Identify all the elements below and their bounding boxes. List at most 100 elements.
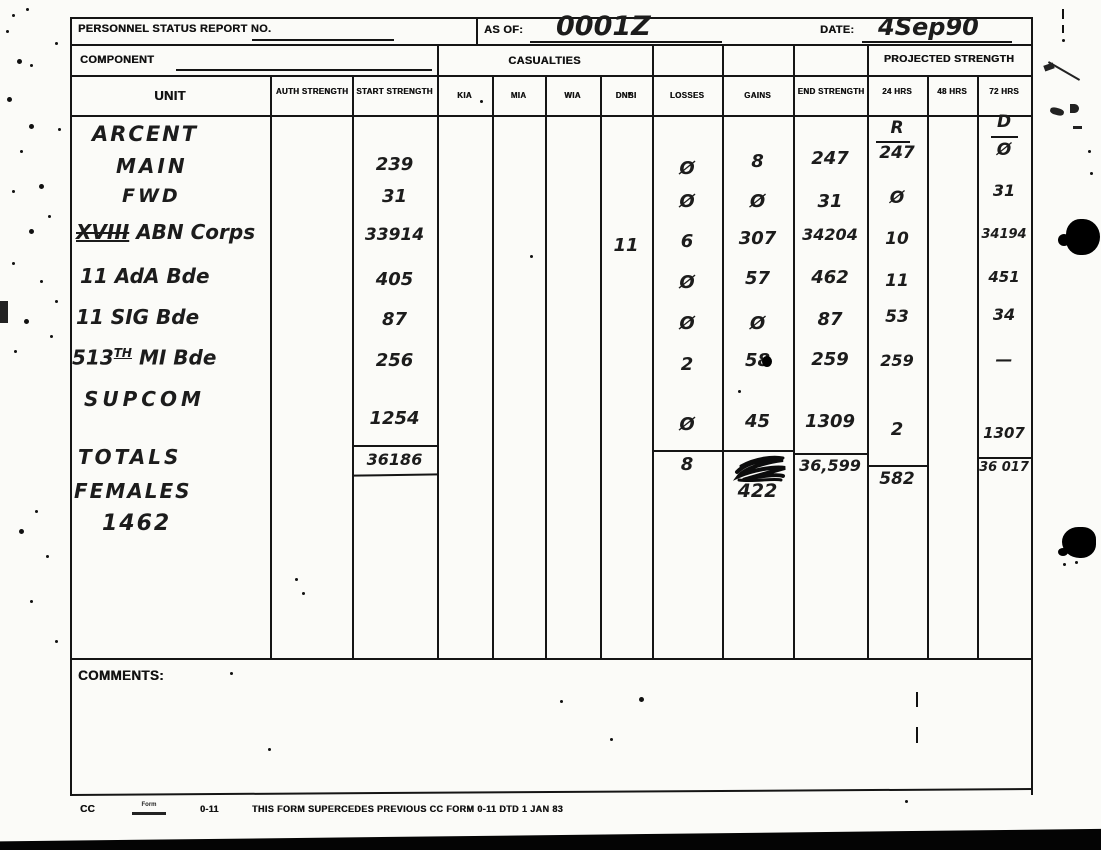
row-fwd-unit: FWD	[122, 185, 181, 207]
start-supcom: 1254	[369, 408, 420, 429]
start-abn: 33914	[364, 225, 425, 245]
row-supcom-unit: SUPCOM	[84, 387, 205, 411]
dnbi-abn: 11	[613, 235, 639, 256]
gains-mi: 58	[744, 350, 771, 371]
start-ada: 405	[375, 269, 414, 290]
row-abn-corps-unit: XVIII ABN Corps	[76, 220, 256, 244]
col-24-hrs: 24 HRS	[882, 87, 912, 96]
row-ada-bde-unit: 11 AdA Bde	[80, 264, 210, 288]
report-no-blank-line	[252, 39, 394, 41]
gains-abn: 307	[738, 228, 777, 249]
date-blank-line	[862, 41, 1012, 43]
losses-abn: 6	[680, 231, 694, 252]
losses-sig: Ø	[679, 313, 695, 334]
col-gains: GAINS	[744, 91, 771, 100]
end-main: 247	[811, 148, 849, 169]
h24-abn: 10	[885, 229, 909, 249]
start-mi: 256	[375, 350, 414, 371]
losses-totals: 8	[680, 454, 694, 475]
as-of-value: 0001Z	[556, 11, 651, 42]
h72-main: Ø	[996, 140, 1012, 160]
h24-supcom: 2	[890, 419, 904, 440]
females-count: 1462	[102, 511, 172, 536]
h72-ada: 451	[988, 268, 1020, 286]
left-edge-tab	[0, 301, 8, 323]
h24-totals: 582	[879, 469, 915, 489]
mi-bde-ordinal: TH	[113, 346, 132, 360]
end-totals: 36,599	[799, 456, 861, 475]
row-main-unit: MAIN	[116, 154, 188, 178]
margin-dash-2	[1062, 25, 1064, 33]
losses-supcom: Ø	[679, 414, 695, 435]
h72-abn: 34194	[981, 227, 1027, 242]
start-totals: 36186	[366, 450, 423, 469]
col-auth-strength: AUTH STRENGTH	[275, 87, 349, 96]
h24-mi: 259	[880, 351, 914, 370]
date-label: DATE:	[820, 24, 855, 36]
col-unit: UNIT	[154, 88, 186, 103]
col-dnbi: DNBI	[615, 91, 637, 100]
losses-main: Ø	[679, 158, 695, 179]
footer-tiny-rule	[132, 812, 166, 815]
gains-totals-corrected: 422	[737, 480, 778, 502]
footer-supersession-note: THIS FORM SUPERCEDES PREVIOUS CC FORM 0-…	[252, 804, 564, 814]
h24-ada: 11	[885, 271, 909, 291]
footer-form-word: Form	[141, 802, 157, 808]
row-mi-bde-unit: 513TH MI Bde	[72, 345, 217, 370]
ink-blob-right-1	[1066, 219, 1100, 255]
h72-fwd: 31	[992, 181, 1016, 200]
margin-scratch-3	[1049, 106, 1065, 117]
ink-blob-right-2b	[1058, 548, 1068, 556]
end-mi: 259	[811, 349, 849, 370]
h72-supcom: 1307	[983, 424, 1025, 442]
component-blank-line	[176, 69, 432, 71]
footer-form-no: 0-11	[200, 804, 219, 814]
start-sig: 87	[381, 309, 408, 330]
projected-strength-label: PROJECTED STRENGTH	[883, 53, 1015, 65]
gains-main: 8	[751, 151, 764, 172]
col-start-strength: START STRENGTH	[356, 87, 433, 96]
end-ada: 462	[811, 267, 849, 288]
comments-label: COMMENTS:	[78, 668, 164, 683]
gains-sig: Ø	[749, 313, 766, 334]
end-sig: 87	[817, 309, 843, 330]
margin-scratch-4	[1070, 104, 1079, 113]
h24-fwd: Ø	[889, 188, 905, 208]
col-wia: WIA	[564, 91, 581, 100]
gains-ada: 57	[744, 268, 771, 289]
h72-mi: —	[995, 350, 1013, 370]
start-fwd: 31	[381, 186, 408, 207]
ink-blob-right-1b	[1058, 234, 1070, 246]
h72-totals: 36 017	[979, 460, 1029, 475]
col-losses: LOSSES	[669, 91, 705, 100]
row-sig-bde-unit: 11 SIG Bde	[76, 305, 200, 329]
stray-pen-mark-2	[916, 727, 918, 743]
footer-org: CC	[80, 804, 96, 815]
date-value: 4Sep90	[878, 13, 979, 41]
losses-mi: 2	[680, 354, 694, 375]
stray-pen-mark	[916, 692, 918, 707]
annotation-d: D	[996, 112, 1012, 132]
losses-fwd: Ø	[679, 191, 695, 212]
scan-specks	[12, 14, 15, 17]
h72-sig: 34	[992, 305, 1016, 324]
margin-scratch-2	[1043, 62, 1055, 72]
start-main: 239	[375, 154, 414, 175]
col-mia: MIA	[510, 91, 527, 100]
h24-main: 247	[879, 143, 915, 163]
casualties-label: CASUALTIES	[508, 55, 581, 67]
as-of-blank-line	[530, 41, 722, 43]
margin-dot-1	[1062, 39, 1065, 42]
ink-blot-on-gains-mi	[762, 356, 772, 367]
scribbled-out-gains-total	[733, 455, 786, 483]
scan-black-bar	[0, 828, 1101, 850]
col-48-hrs: 48 HRS	[937, 87, 967, 96]
end-fwd: 31	[817, 191, 843, 212]
ink-blob-right-2-specks	[1063, 563, 1066, 566]
row-arcent-unit: ARCENT	[92, 122, 199, 146]
col-72-hrs: 72 HRS	[989, 87, 1019, 96]
row-totals-unit: TOTALS	[78, 445, 182, 469]
gains-supcom: 45	[744, 411, 771, 432]
end-supcom: 1309	[804, 411, 856, 432]
